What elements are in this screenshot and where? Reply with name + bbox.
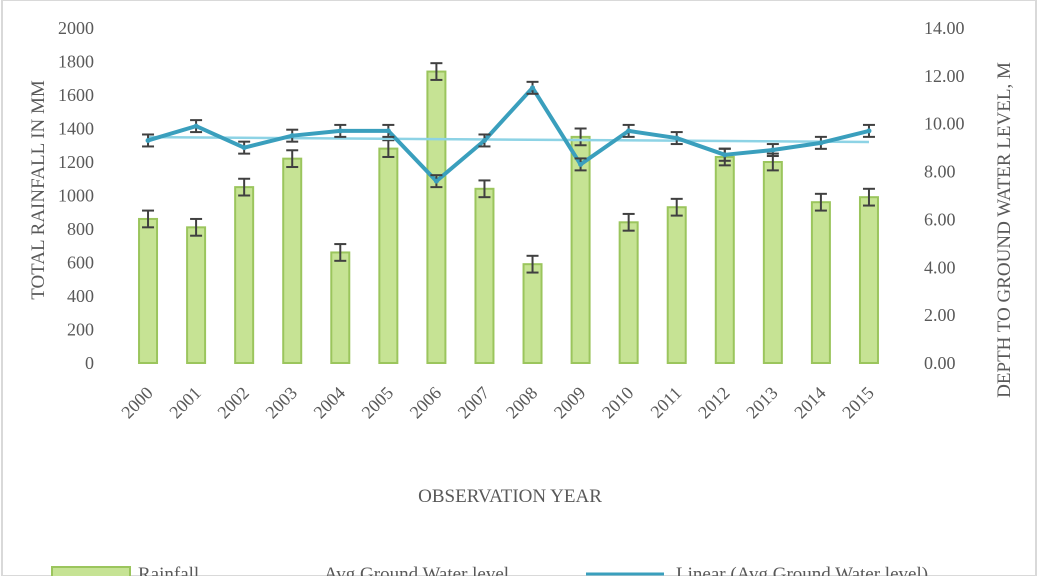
groundwater-point-2001: [193, 123, 199, 129]
legend-label-trend: Linear (Avg Ground Water level): [676, 564, 928, 576]
bar-2012: [714, 155, 735, 364]
bar-2003: [282, 157, 303, 364]
bar-2004: [330, 251, 351, 364]
y-tick-label: 1000: [58, 186, 94, 206]
bar-2000: [138, 217, 159, 364]
y-axis-title: TOTAL RAINFALL IN MM: [28, 80, 49, 300]
y2-tick-label: 12.00: [924, 66, 965, 86]
groundwater-point-2012: [722, 152, 728, 158]
groundwater-point-2014: [818, 140, 824, 146]
bar-2015: [858, 196, 879, 364]
y2-tick-label: 6.00: [924, 209, 956, 229]
y-tick-label: 1400: [58, 119, 94, 139]
groundwater-point-2000: [145, 137, 151, 143]
y-tick-label: 400: [67, 286, 94, 306]
groundwater-point-2010: [626, 128, 632, 134]
y2-tick-label: 0.00: [924, 353, 956, 373]
groundwater-line: [147, 85, 870, 184]
legend-label-groundwater: Avg Ground Water level: [324, 564, 509, 576]
bar-2005: [378, 147, 399, 364]
groundwater-point-2008: [530, 85, 536, 91]
bar-2008: [522, 263, 543, 364]
y-tick-label: 200: [67, 320, 94, 340]
y-tick-label: 1800: [58, 52, 94, 72]
bar-2002: [234, 186, 255, 364]
y2-tick-label: 10.00: [924, 114, 965, 134]
line-layer: [142, 80, 875, 189]
y-tick-label: 600: [67, 253, 94, 273]
y-tick-label: 0: [85, 353, 94, 373]
legend-label-rainfall: Rainfall: [138, 564, 199, 576]
groundwater-point-2002: [241, 145, 247, 151]
groundwater-point-2004: [337, 128, 343, 134]
y-tick-label: 1200: [58, 152, 94, 172]
legend: Rainfall Avg Ground Water level Linear (…: [51, 564, 928, 576]
groundwater-point-2005: [385, 128, 391, 134]
groundwater-point-2007: [481, 137, 487, 143]
y2-tick-label: 8.00: [924, 162, 956, 182]
y-tick-label: 2000: [58, 18, 94, 38]
groundwater-point-2015: [866, 128, 872, 134]
trend-line: [148, 135, 869, 144]
bars-layer: [138, 62, 879, 365]
y2-tick-label: 4.00: [924, 257, 956, 277]
groundwater-point-2011: [674, 135, 680, 141]
y2-tick-label: 14.00: [924, 18, 965, 38]
y-tick-label: 1600: [58, 85, 94, 105]
y-tick-label: 800: [67, 219, 94, 239]
bar-2006: [426, 70, 447, 365]
y2-tick-label: 2.00: [924, 305, 956, 325]
y2-axis-title: DEPTH TO GROUND WATER LEVEL, M: [994, 62, 1015, 398]
x-axis-title: OBSERVATION YEAR: [418, 486, 602, 507]
legend-swatch-rainfall: [51, 566, 131, 576]
trend-layer: [148, 135, 869, 144]
groundwater-point-2009: [578, 161, 584, 167]
bar-2011: [666, 206, 687, 364]
bar-2007: [474, 187, 495, 364]
groundwater-point-2003: [289, 133, 295, 139]
bar-2014: [810, 201, 831, 364]
groundwater-point-2006: [433, 178, 439, 184]
groundwater-point-2013: [770, 147, 776, 153]
bar-2001: [186, 226, 207, 364]
bar-2010: [618, 221, 639, 364]
bar-2013: [762, 161, 783, 364]
